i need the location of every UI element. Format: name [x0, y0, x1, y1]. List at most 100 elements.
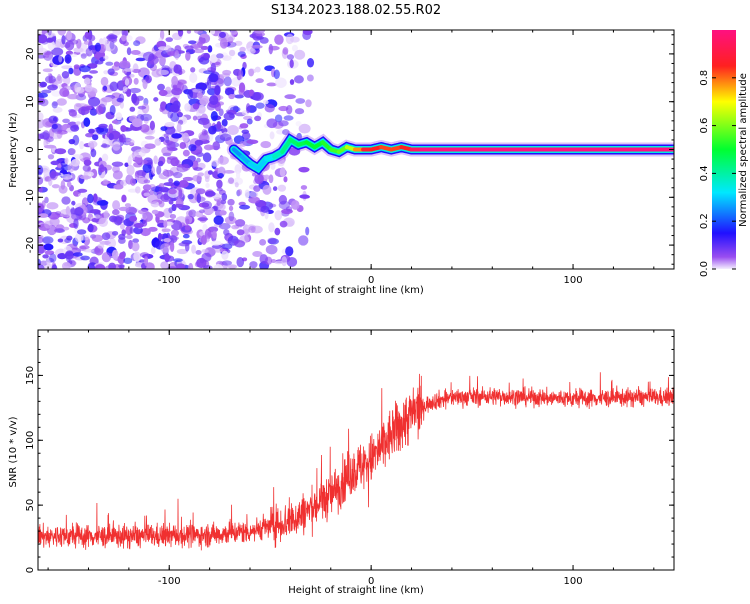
heatmap-noise-cell	[126, 47, 132, 56]
heatmap-noise-cell	[266, 118, 278, 129]
heatmap-noise-cell	[279, 220, 288, 228]
heatmap-noise-cell	[95, 105, 104, 115]
heatmap-noise-cell	[157, 83, 165, 91]
heatmap-noise-cell	[268, 222, 275, 233]
heatmap-noise-cell	[188, 262, 194, 269]
heatmap-noise-cell	[83, 40, 93, 45]
heatmap-noise-cell	[248, 68, 255, 77]
heatmap-noise-cell	[83, 117, 91, 127]
heatmap-noise-cell	[119, 60, 131, 69]
heatmap-noise-cell	[279, 167, 286, 177]
heatmap-noise-cell	[89, 70, 98, 74]
heatmap-noise-cell	[205, 182, 210, 189]
heatmap-noise-cell	[266, 82, 277, 87]
heatmap-noise-cell	[100, 144, 111, 148]
heatmap-noise-cell	[179, 142, 187, 150]
heatmap-noise-cell	[224, 87, 235, 96]
heatmap-noise-cell	[144, 135, 155, 140]
heatmap-noise-cell	[169, 214, 177, 219]
snr-y-tick-label: 100	[25, 431, 36, 450]
heatmap-noise-cell	[144, 143, 156, 150]
heatmap-noise-cell	[57, 73, 62, 82]
heatmap-noise-cell	[158, 183, 165, 188]
heatmap-noise-cell	[171, 75, 179, 86]
heatmap-noise-cell	[194, 30, 204, 34]
heatmap-ridge-segment	[280, 137, 293, 154]
heatmap-noise-cell	[278, 120, 289, 127]
heatmap-noise-cell	[124, 162, 129, 168]
heatmap-noise-cell	[244, 189, 250, 199]
snr-background	[38, 330, 674, 570]
heatmap-noise-cell	[234, 164, 242, 175]
heatmap-noise-cell	[202, 152, 212, 163]
heatmap-noise-cell	[42, 254, 49, 259]
heatmap-noise-cell	[39, 81, 47, 88]
heatmap-noise-cell	[80, 255, 90, 261]
heatmap-noise-cell	[129, 227, 135, 234]
heatmap-noise-cell	[302, 30, 313, 36]
heatmap-noise-cell	[161, 109, 170, 115]
heatmap-noise-cell	[188, 40, 197, 45]
heatmap-noise-cell	[223, 170, 235, 174]
heatmap-noise-cell	[274, 227, 281, 236]
heatmap-noise-cell	[252, 250, 263, 258]
heatmap-noise-cell	[234, 182, 239, 188]
heatmap-noise-cell	[118, 233, 126, 240]
heatmap-noise-cell	[80, 53, 87, 59]
heatmap-noise-cell	[44, 51, 50, 59]
heatmap-noise-cell	[112, 209, 120, 216]
heatmap-noise-cell	[235, 171, 241, 179]
heatmap-noise-cell	[137, 209, 149, 215]
heatmap-noise-cell	[46, 136, 54, 143]
heatmap-noise-cell	[63, 226, 70, 231]
colorbar-tick-label: 0.6	[699, 118, 710, 134]
heatmap-noise-cell	[58, 54, 63, 63]
heatmap-noise-cell	[291, 44, 298, 52]
heatmap-noise-cell	[38, 34, 48, 44]
heatmap-noise-cell	[119, 264, 125, 269]
heatmap-noise-cell	[268, 203, 277, 208]
heatmap-noise-cell	[274, 260, 284, 265]
heatmap-noise-cell	[285, 246, 294, 257]
heatmap-noise-cell	[278, 105, 289, 112]
heatmap-noise-cell	[209, 95, 219, 106]
heatmap-noise-cell	[50, 160, 60, 166]
heatmap-noise-cell	[208, 73, 219, 83]
heatmap-noise-cell	[295, 120, 302, 127]
heatmap-noise-cell	[38, 186, 43, 193]
heatmap-noise-cell	[221, 260, 233, 266]
heatmap-noise-cell	[59, 87, 70, 97]
heatmap-noise-cell	[73, 47, 84, 53]
heatmap-x-tick-label: 0	[368, 275, 374, 286]
heatmap-noise-cell	[181, 163, 191, 171]
heatmap-noise-cell	[52, 55, 64, 66]
colorbar-tick-label: 0.0	[699, 261, 710, 277]
heatmap-noise-cell	[148, 183, 156, 191]
heatmap-noise-cell	[118, 93, 125, 103]
heatmap-noise-cell	[197, 104, 206, 114]
heatmap-noise-cell	[237, 51, 246, 57]
heatmap-noise-cell	[126, 89, 132, 97]
heatmap-noise-cell	[169, 103, 180, 113]
heatmap-noise-cell	[115, 112, 123, 121]
heatmap-noise-cell	[298, 166, 310, 173]
heatmap-noise-cell	[142, 163, 152, 174]
heatmap-noise-cell	[256, 35, 264, 40]
heatmap-noise-cell	[186, 30, 192, 34]
figure-title: S134.2023.188.02.55.R02	[271, 3, 441, 18]
heatmap-noise-cell	[298, 235, 309, 246]
heatmap-noise-cell	[130, 50, 141, 56]
heatmap-noise-cell	[172, 84, 178, 89]
heatmap-noise-cell	[221, 192, 228, 201]
heatmap-noise-cell	[296, 132, 302, 141]
snr-panel: -100 0 100 0 50 100 150 Height of straight lin…	[8, 329, 675, 596]
heatmap-noise-cell	[230, 30, 238, 35]
heatmap-noise-cell	[199, 97, 209, 106]
heatmap-noise-cell	[119, 252, 125, 260]
heatmap-noise-cell	[176, 248, 188, 255]
heatmap-noise-cell	[210, 30, 216, 35]
heatmap-noise-cell	[306, 74, 314, 82]
heatmap-noise-cell	[109, 104, 116, 116]
heatmap-noise-cell	[157, 232, 163, 242]
